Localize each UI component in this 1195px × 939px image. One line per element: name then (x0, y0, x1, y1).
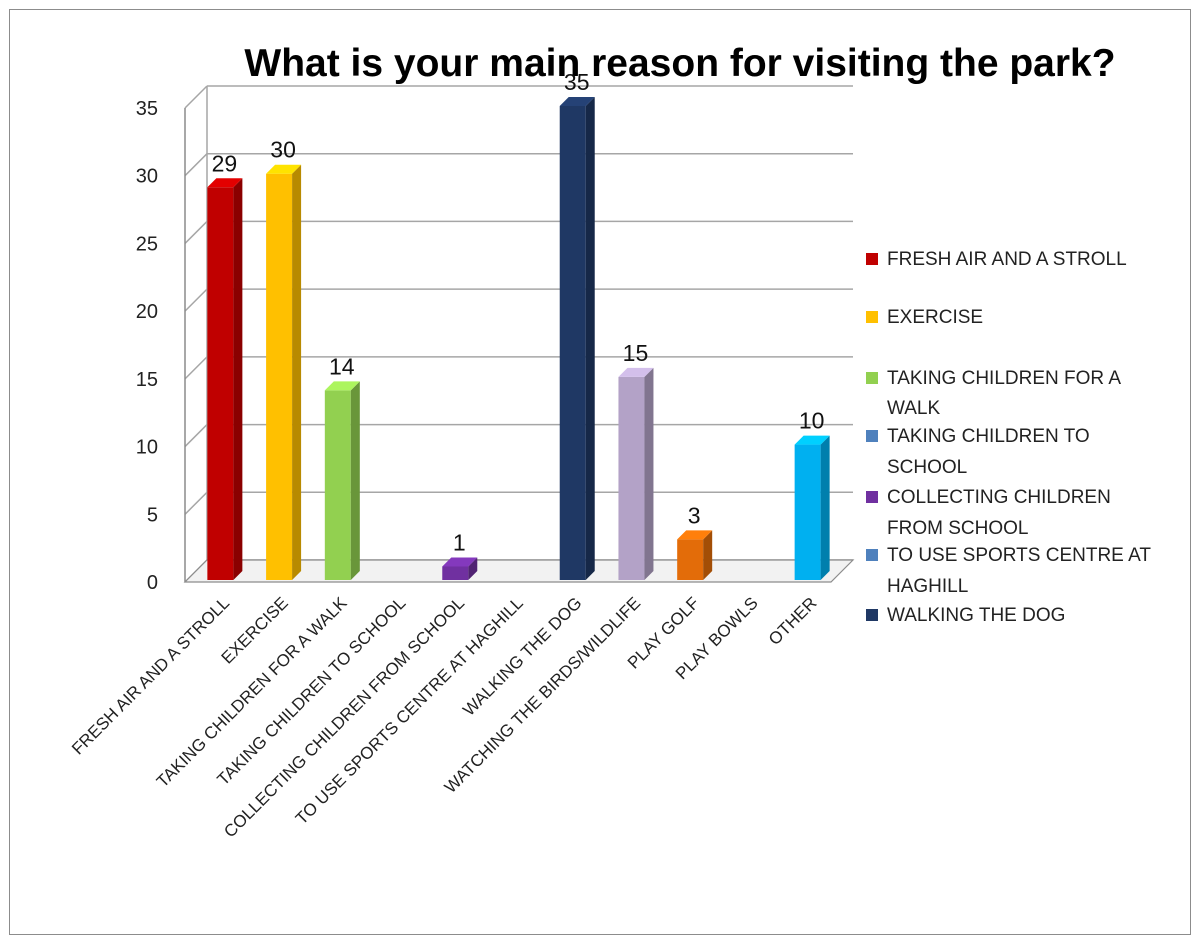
bar-side (703, 530, 713, 580)
bar-front (677, 539, 704, 580)
bar-side (233, 178, 243, 580)
legend-label: COLLECTING CHILDREN FROM SCHOOL (887, 487, 1111, 539)
bar-top (266, 164, 302, 174)
data-label: 14 (329, 353, 355, 379)
bar-top (324, 381, 360, 391)
bar-front (618, 376, 645, 580)
legend-swatch (866, 549, 878, 561)
y-tick-label: 15 (136, 369, 158, 391)
legend-item: TAKING CHILDREN FOR A WALK (866, 368, 1121, 419)
bar-top (794, 435, 830, 445)
legend-item: EXERCISE (866, 307, 983, 328)
legend-label: TAKING CHILDREN FOR A WALK (887, 368, 1121, 419)
x-tick-label: OTHER (765, 593, 821, 649)
legend-item: FRESH AIR AND A STROLL (866, 249, 1127, 270)
legend-item: COLLECTING CHILDREN FROM SCHOOL (866, 487, 1111, 539)
legend-label: TO USE SPORTS CENTRE AT HAGHILL (887, 545, 1151, 597)
data-label: 35 (564, 69, 590, 95)
legend-item: WALKING THE DOG (866, 605, 1065, 626)
y-tick-label: 35 (136, 98, 158, 120)
bar-front (559, 106, 586, 580)
bar-front (266, 173, 293, 580)
bar-side (644, 367, 654, 580)
bar-side (350, 381, 360, 580)
data-label: 15 (623, 340, 649, 366)
chart-title: What is your main reason for visiting th… (244, 42, 1115, 85)
bar (266, 164, 302, 580)
bar-side (820, 435, 830, 580)
legend: FRESH AIR AND A STROLL EXERCISE TAKING CHI… (866, 249, 1151, 626)
bars-layer (207, 97, 830, 580)
y-tick-label: 0 (147, 572, 158, 594)
bar (324, 381, 360, 580)
bar-side (292, 164, 302, 580)
gridline-side (184, 491, 208, 515)
bar-top (618, 367, 654, 377)
legend-item: TO USE SPORTS CENTRE AT HAGHILL (866, 545, 1151, 597)
legend-label: EXERCISE (887, 307, 983, 328)
bar-front (207, 187, 234, 580)
legend-swatch (866, 491, 878, 503)
bar (442, 557, 478, 580)
gridline-side (184, 220, 208, 244)
bar-side (585, 97, 595, 580)
bar (794, 435, 830, 580)
bar-top (559, 97, 595, 106)
bar-front (794, 444, 821, 580)
y-tick-label: 25 (136, 233, 158, 255)
legend-swatch (866, 311, 878, 323)
bar (207, 178, 243, 580)
y-tick-label: 5 (147, 504, 158, 526)
bar-top (207, 178, 243, 188)
bar-front (442, 566, 469, 580)
data-label: 1 (453, 529, 466, 555)
legend-label: TAKING CHILDREN TO SCHOOL (887, 426, 1090, 478)
data-label: 29 (212, 150, 238, 176)
legend-swatch (866, 609, 878, 621)
bar-top (442, 557, 478, 567)
bar-top (677, 530, 713, 540)
data-label: 10 (799, 408, 825, 434)
bar (677, 530, 713, 580)
gridline-side (184, 288, 208, 312)
data-label: 3 (688, 502, 701, 528)
legend-label: WALKING THE DOG (887, 605, 1065, 626)
legend-label: FRESH AIR AND A STROLL (887, 249, 1127, 270)
legend-swatch (866, 430, 878, 442)
legend-swatch (866, 372, 878, 384)
gridline-side (184, 153, 208, 177)
bar-side (468, 557, 478, 580)
gridline-side (184, 356, 208, 380)
y-tick-label: 10 (136, 437, 158, 459)
y-tick-label: 20 (136, 301, 158, 323)
bar-front (324, 390, 351, 580)
legend-item: TAKING CHILDREN TO SCHOOL (866, 426, 1090, 478)
data-label: 30 (270, 137, 296, 163)
legend-swatch (866, 253, 878, 265)
chart-frame (9, 9, 1191, 935)
y-tick-label: 30 (136, 166, 158, 188)
axis-layer: 0 5 10 15 20 25 30 35 (136, 86, 855, 594)
gridline-side (184, 85, 208, 109)
bar (618, 367, 654, 580)
bar (559, 97, 595, 580)
gridline-side (184, 424, 208, 448)
